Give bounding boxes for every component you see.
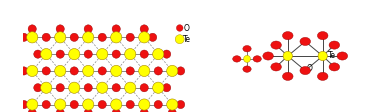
Circle shape (56, 109, 64, 112)
Ellipse shape (271, 41, 282, 49)
Ellipse shape (243, 66, 251, 72)
Circle shape (83, 32, 94, 43)
Text: Te: Te (183, 35, 191, 44)
Ellipse shape (271, 63, 282, 71)
Circle shape (55, 65, 66, 76)
Circle shape (140, 25, 148, 33)
Circle shape (139, 65, 150, 76)
Circle shape (56, 84, 64, 92)
Circle shape (83, 65, 94, 76)
Ellipse shape (300, 37, 311, 45)
Circle shape (84, 50, 92, 58)
Circle shape (153, 48, 164, 60)
Circle shape (56, 25, 64, 33)
Ellipse shape (318, 72, 328, 80)
Circle shape (168, 109, 177, 112)
Circle shape (26, 32, 38, 43)
Ellipse shape (233, 56, 241, 62)
Ellipse shape (243, 45, 251, 52)
Circle shape (69, 82, 80, 93)
Circle shape (140, 50, 148, 58)
Circle shape (177, 67, 185, 75)
Circle shape (126, 100, 134, 109)
Circle shape (163, 84, 171, 92)
Text: O: O (307, 64, 313, 73)
Circle shape (318, 51, 327, 61)
Circle shape (26, 65, 38, 76)
Ellipse shape (263, 52, 273, 60)
Circle shape (70, 67, 78, 75)
Circle shape (40, 82, 52, 93)
Circle shape (84, 25, 92, 33)
Circle shape (20, 33, 28, 41)
Circle shape (175, 35, 184, 44)
Circle shape (153, 82, 164, 93)
Ellipse shape (253, 56, 261, 62)
Circle shape (98, 67, 106, 75)
Circle shape (243, 55, 251, 62)
Circle shape (167, 99, 178, 110)
Ellipse shape (282, 72, 293, 80)
Ellipse shape (337, 52, 348, 60)
Ellipse shape (300, 67, 311, 75)
Circle shape (149, 33, 157, 41)
Circle shape (112, 50, 120, 58)
Circle shape (84, 84, 92, 92)
Circle shape (34, 84, 42, 92)
Ellipse shape (318, 32, 328, 40)
Circle shape (55, 32, 66, 43)
Circle shape (112, 25, 120, 33)
Circle shape (140, 109, 148, 112)
Circle shape (26, 99, 38, 110)
Circle shape (42, 67, 50, 75)
Circle shape (177, 100, 185, 109)
Circle shape (55, 99, 66, 110)
Ellipse shape (329, 63, 340, 71)
Circle shape (70, 33, 78, 41)
Circle shape (83, 99, 94, 110)
Circle shape (126, 67, 134, 75)
Circle shape (283, 51, 293, 61)
Circle shape (154, 100, 162, 109)
Circle shape (42, 33, 50, 41)
Circle shape (98, 100, 106, 109)
Text: Te: Te (328, 51, 336, 60)
Circle shape (56, 50, 64, 58)
Circle shape (111, 65, 122, 76)
Text: O: O (183, 24, 189, 32)
Circle shape (28, 25, 36, 33)
Circle shape (28, 109, 36, 112)
Circle shape (125, 48, 136, 60)
Circle shape (126, 33, 134, 41)
Circle shape (139, 99, 150, 110)
Ellipse shape (282, 32, 293, 40)
Circle shape (177, 25, 183, 31)
Circle shape (20, 67, 28, 75)
Circle shape (125, 82, 136, 93)
Circle shape (111, 99, 122, 110)
Circle shape (140, 84, 148, 92)
Circle shape (42, 100, 50, 109)
Circle shape (40, 48, 52, 60)
Circle shape (167, 65, 178, 76)
Circle shape (69, 48, 80, 60)
Circle shape (98, 33, 106, 41)
Circle shape (112, 84, 120, 92)
Ellipse shape (329, 41, 340, 49)
Circle shape (112, 109, 120, 112)
Circle shape (34, 50, 42, 58)
Circle shape (154, 67, 162, 75)
Circle shape (111, 32, 122, 43)
Circle shape (20, 100, 28, 109)
Circle shape (84, 109, 92, 112)
Circle shape (97, 48, 108, 60)
Circle shape (97, 82, 108, 93)
Circle shape (163, 50, 171, 58)
Circle shape (70, 100, 78, 109)
Circle shape (139, 32, 150, 43)
